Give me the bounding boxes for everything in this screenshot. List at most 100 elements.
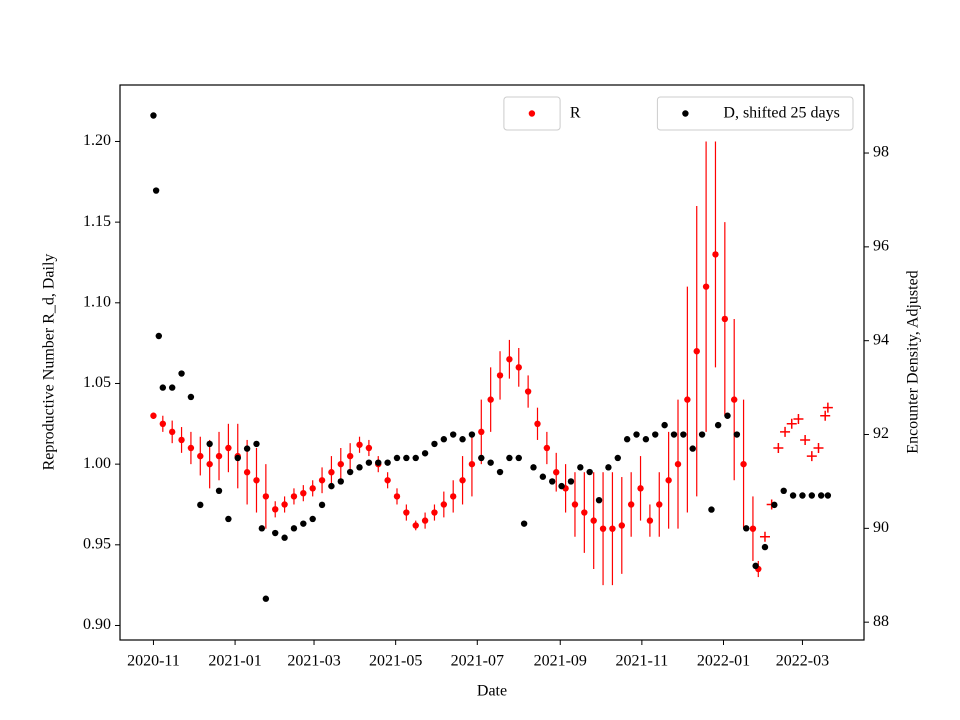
point bbox=[506, 454, 513, 462]
y2-axis-label: Encounter Density, Adjusted bbox=[905, 270, 922, 453]
x-tick-label: 2021-07 bbox=[451, 653, 504, 670]
point bbox=[652, 431, 659, 438]
point bbox=[487, 396, 494, 403]
point bbox=[272, 529, 279, 537]
point bbox=[356, 464, 363, 471]
point bbox=[290, 525, 298, 532]
point bbox=[262, 595, 270, 602]
point bbox=[771, 501, 778, 509]
point bbox=[187, 393, 195, 401]
point bbox=[300, 489, 307, 497]
point bbox=[155, 332, 163, 340]
point bbox=[346, 468, 354, 476]
point bbox=[496, 468, 504, 476]
point bbox=[478, 428, 485, 436]
point bbox=[623, 436, 631, 443]
plus-marker bbox=[820, 410, 831, 421]
point bbox=[487, 459, 494, 466]
y-tick-label: 0.95 bbox=[83, 535, 111, 552]
point bbox=[262, 493, 270, 500]
point bbox=[328, 482, 335, 490]
point bbox=[375, 459, 382, 466]
x-tick-label: 2021-11 bbox=[616, 653, 669, 670]
legend-label: R bbox=[570, 105, 581, 122]
y2-tick-label: 88 bbox=[873, 613, 889, 630]
point bbox=[702, 283, 710, 290]
point bbox=[234, 454, 241, 462]
point bbox=[633, 431, 640, 438]
point bbox=[431, 509, 438, 516]
point bbox=[281, 501, 288, 508]
point bbox=[440, 501, 448, 508]
point bbox=[506, 356, 513, 363]
point bbox=[524, 388, 532, 395]
point bbox=[689, 445, 696, 452]
point bbox=[197, 501, 204, 509]
point bbox=[150, 412, 157, 419]
point bbox=[412, 454, 419, 462]
plus-marker bbox=[806, 451, 817, 462]
point bbox=[665, 477, 672, 484]
point bbox=[318, 501, 326, 509]
point bbox=[215, 452, 223, 460]
point bbox=[178, 436, 185, 444]
point bbox=[197, 452, 204, 460]
y-tick-label: 1.10 bbox=[83, 293, 111, 310]
point bbox=[225, 444, 232, 452]
point bbox=[595, 496, 603, 504]
point bbox=[215, 487, 223, 495]
point bbox=[258, 525, 266, 532]
point bbox=[515, 454, 522, 462]
point bbox=[272, 506, 279, 513]
point bbox=[365, 459, 373, 466]
point bbox=[393, 493, 401, 500]
legend-box bbox=[656, 96, 854, 131]
point bbox=[515, 364, 522, 371]
point bbox=[586, 468, 593, 476]
point bbox=[752, 562, 759, 570]
point bbox=[225, 515, 232, 523]
point bbox=[421, 517, 429, 524]
point bbox=[431, 440, 438, 448]
point bbox=[403, 509, 410, 516]
point bbox=[789, 492, 797, 499]
x-tick-label: 2021-03 bbox=[287, 653, 340, 670]
point bbox=[346, 452, 354, 460]
x-axis-label: Date bbox=[477, 683, 507, 700]
point bbox=[553, 469, 560, 476]
point bbox=[714, 421, 722, 429]
point bbox=[187, 444, 195, 452]
point bbox=[337, 478, 344, 485]
y-tick-label: 0.90 bbox=[83, 616, 111, 633]
y2-tick-label: 98 bbox=[873, 144, 889, 161]
point bbox=[290, 493, 298, 500]
point bbox=[440, 436, 448, 443]
point bbox=[731, 396, 738, 403]
legend-label: D, shifted 25 days bbox=[723, 105, 839, 122]
point bbox=[534, 420, 541, 428]
point bbox=[680, 431, 687, 438]
y2-tick-label: 96 bbox=[873, 238, 889, 255]
plus-marker bbox=[822, 402, 833, 413]
point bbox=[712, 251, 719, 258]
legend-marker bbox=[528, 110, 536, 117]
point bbox=[567, 478, 575, 485]
point bbox=[337, 460, 344, 468]
point bbox=[206, 460, 213, 468]
point bbox=[684, 396, 691, 403]
point bbox=[693, 348, 700, 355]
point bbox=[749, 525, 757, 532]
point bbox=[253, 440, 260, 448]
point bbox=[300, 520, 307, 527]
point bbox=[318, 477, 326, 484]
x-tick-label: 2021-01 bbox=[208, 653, 261, 670]
point bbox=[393, 454, 401, 462]
point bbox=[243, 469, 251, 476]
point bbox=[599, 525, 607, 532]
plus-marker bbox=[773, 443, 784, 454]
point bbox=[309, 485, 316, 492]
point bbox=[724, 412, 731, 419]
y-axis-label: Reproductive Number R_d, Daily bbox=[41, 254, 58, 471]
point bbox=[661, 421, 668, 429]
